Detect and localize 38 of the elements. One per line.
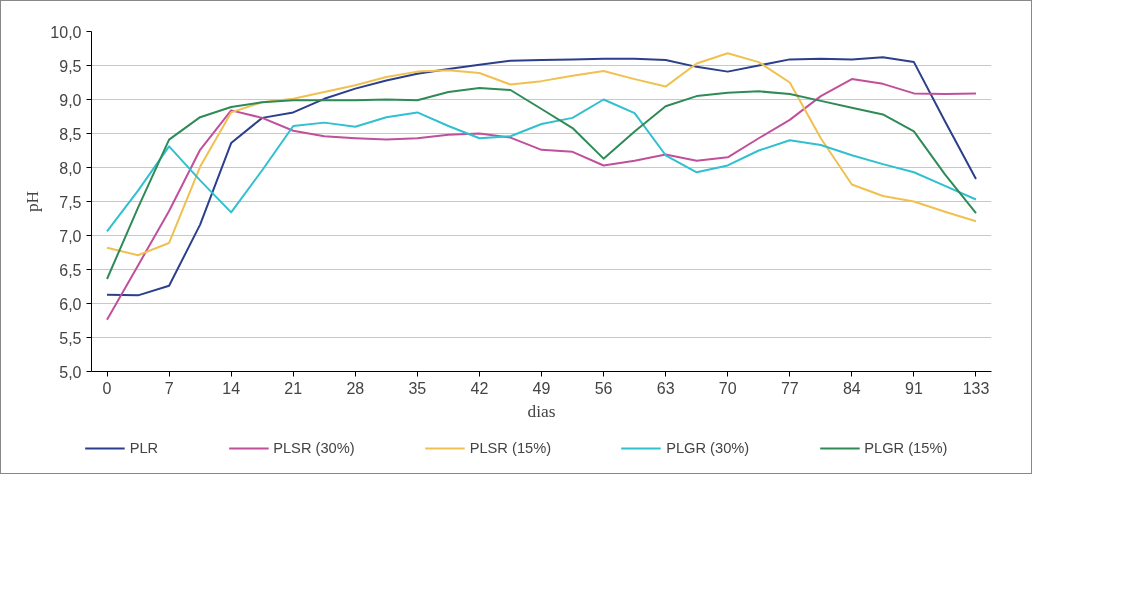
x-tick-label: 49 — [532, 379, 551, 397]
y-tick-label: 6,0 — [59, 295, 82, 313]
legend-label: PLGR (30%) — [666, 440, 750, 456]
legend-label: PLGR (15%) — [864, 440, 948, 456]
x-tick-label: 70 — [718, 379, 737, 397]
line-series — [106, 86, 977, 281]
line-series — [106, 56, 977, 297]
legend-label: PLSR (15%) — [469, 440, 552, 456]
line-series — [106, 98, 977, 233]
y-axis-title: pH — [23, 190, 43, 213]
y-tick-label: 7,5 — [59, 193, 82, 211]
y-tick-label: 6,5 — [59, 261, 82, 279]
y-tick-label: 8,5 — [59, 125, 82, 143]
x-tick-label: 28 — [346, 379, 365, 397]
y-tick-label: 9,5 — [59, 57, 82, 75]
x-tick-label: 91 — [905, 379, 923, 397]
x-tick-label: 21 — [284, 379, 303, 397]
y-tick-label: 5,5 — [59, 329, 82, 347]
x-tick-label: 14 — [222, 379, 241, 397]
y-tick-label: 7,0 — [59, 227, 82, 245]
x-tick-label: 63 — [656, 379, 675, 397]
x-axis-title: dias — [527, 401, 556, 421]
y-tick-label: 8,0 — [59, 159, 82, 177]
x-tick-label: 42 — [470, 379, 489, 397]
x-tick-label: 56 — [594, 379, 613, 397]
y-tick-label: 5,0 — [59, 363, 82, 381]
y-tick-label: 9,0 — [59, 91, 82, 109]
x-tick-label: 0 — [102, 379, 112, 397]
line-series — [106, 52, 977, 257]
x-tick-label: 133 — [962, 379, 990, 397]
x-tick-label: 35 — [408, 379, 427, 397]
legend-label: PLR — [129, 440, 159, 456]
legend-label: PLSR (30%) — [273, 440, 355, 456]
y-tick-label: 10,0 — [50, 23, 82, 41]
x-tick-label: 84 — [842, 379, 861, 397]
line-series — [106, 78, 977, 321]
x-tick-label: 77 — [780, 379, 799, 397]
x-tick-label: 7 — [164, 379, 174, 397]
